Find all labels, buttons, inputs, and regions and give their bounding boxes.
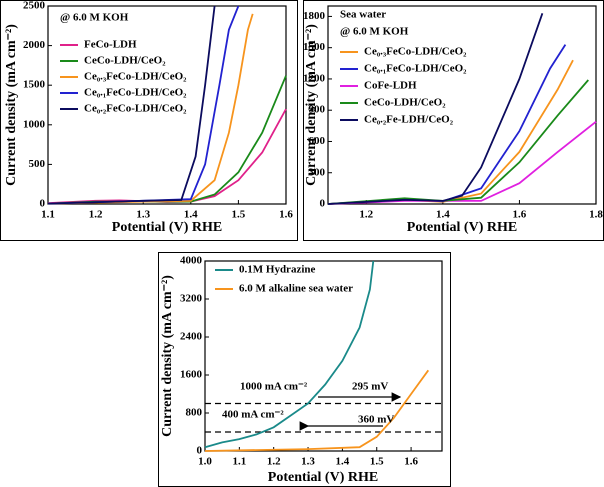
- x-tick-label: 1.5: [232, 209, 246, 221]
- y-tick-label: 500: [29, 158, 46, 170]
- annotation: 400 mA cm⁻²: [222, 409, 284, 421]
- y-axis-label: Current density (mA cm⁻²): [4, 24, 19, 186]
- annotation: 295 mV: [352, 381, 388, 393]
- y-tick-label: 300: [309, 166, 326, 178]
- y-tick-label: 2400: [180, 331, 203, 343]
- x-tick-label: 1.0: [198, 456, 212, 468]
- x-axis-label: Potential (V) RHE: [268, 470, 378, 485]
- panel-frame: [0, 0, 298, 241]
- legend-label: 0.1M Hydrazine: [239, 264, 315, 276]
- x-tick-label: 1.3: [301, 456, 315, 468]
- y-axis-label: Current density (mA cm⁻²): [160, 275, 175, 437]
- y-tick-label: 4000: [180, 255, 203, 267]
- plot-area: [47, 5, 287, 205]
- y-tick-label: 0: [197, 445, 203, 457]
- x-tick-label: 1.1: [232, 456, 246, 468]
- annotation: 360 mV: [358, 414, 394, 426]
- series-line: [204, 369, 430, 452]
- y-tick-label: 600: [309, 135, 326, 147]
- annotation: Sea water: [340, 9, 386, 21]
- legend-label: FeCo-LDH: [84, 39, 137, 51]
- legend-label: Ce₀.₂FeCo-LDH/CeO₂: [84, 103, 187, 115]
- x-axis-label: Potential (V) RHE: [112, 220, 222, 235]
- y-tick-label: 3200: [180, 293, 203, 305]
- y-tick-label: 2500: [23, 0, 46, 12]
- legend-label: Ce₀.₃FeCo-LDH/CeO₂: [84, 71, 187, 83]
- plot-area: [327, 5, 597, 205]
- series-line: [204, 260, 375, 449]
- y-tick-label: 1600: [180, 369, 203, 381]
- x-tick-label: 1.2: [89, 209, 103, 221]
- x-tick-label: 1.5: [370, 456, 384, 468]
- legend-label: CoFe-LDH: [364, 80, 417, 92]
- y-tick-label: 0: [40, 198, 46, 210]
- y-tick-label: 1000: [23, 118, 46, 130]
- series-line: [47, 108, 287, 205]
- series-line: [327, 79, 589, 205]
- y-tick-label: 2000: [23, 39, 46, 51]
- legend-label: Ce₀.₁FeCo-LDH/CeO₂: [84, 87, 187, 99]
- x-tick-label: 1.1: [41, 209, 55, 221]
- x-axis-label: Potential (V) RHE: [407, 220, 517, 235]
- annotation: @ 6.0 M KOH: [60, 12, 129, 24]
- y-tick-label: 1500: [23, 79, 46, 91]
- series-line: [327, 13, 544, 205]
- legend-label: CeCo-LDH/CeO₂: [84, 55, 166, 67]
- annotation: @ 6.0 M KOH: [340, 26, 409, 38]
- y-tick-label: 0: [320, 198, 326, 210]
- x-tick-label: 1.6: [513, 209, 527, 221]
- legend-label: CeCo-LDH/CeO₂: [364, 97, 446, 109]
- legend-label: 6.0 M alkaline sea water: [239, 283, 353, 295]
- x-tick-label: 1.4: [336, 456, 350, 468]
- annotation: 1000 mA cm⁻²: [240, 381, 308, 393]
- y-tick-label: 800: [186, 407, 203, 419]
- series-line: [327, 120, 597, 205]
- y-tick-label: 1800: [303, 10, 326, 22]
- y-tick-label: 1200: [303, 72, 326, 84]
- plot-area: [204, 260, 443, 452]
- x-tick-label: 1.4: [436, 209, 450, 221]
- legend-label: Ce₀.₂Fe-LDH/CeO₂: [364, 114, 454, 126]
- y-tick-label: 900: [309, 104, 326, 116]
- y-axis-label: Current density (mA cm⁻²): [304, 24, 319, 186]
- x-tick-label: 1.8: [589, 209, 603, 221]
- x-tick-label: 1.6: [279, 209, 293, 221]
- x-tick-label: 1.2: [359, 209, 373, 221]
- x-tick-label: 1.3: [136, 209, 150, 221]
- legend-label: Ce₀.₁FeCo-LDH/CeO₂: [364, 63, 467, 75]
- legend-label: Ce₀.₃FeCo-LDH/CeO₂: [364, 46, 467, 58]
- series-line: [47, 5, 216, 205]
- x-tick-label: 1.6: [404, 456, 418, 468]
- x-tick-label: 1.2: [267, 456, 281, 468]
- y-tick-label: 1500: [303, 41, 326, 53]
- x-tick-label: 1.4: [184, 209, 198, 221]
